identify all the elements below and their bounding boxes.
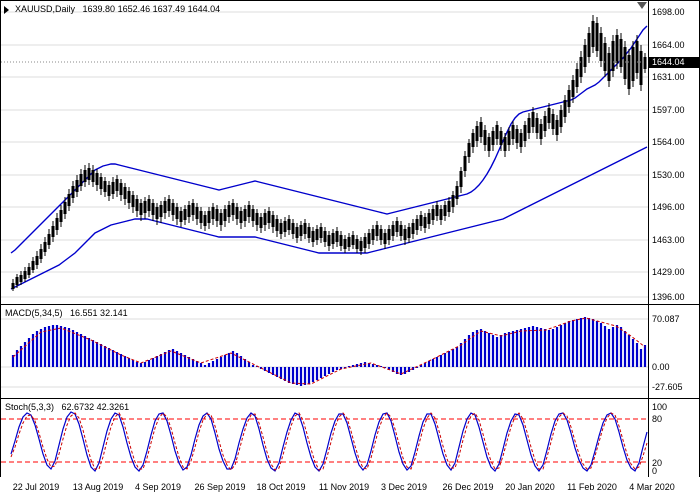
time-tick-7: 26 Dec 2019 <box>442 482 494 492</box>
price-gridlines <box>1 11 649 298</box>
macd-tick-1: 0.00 <box>652 362 670 372</box>
time-tick-3: 26 Sep 2019 <box>194 482 246 492</box>
macd-title-label: MACD(5,34,5) <box>5 308 63 318</box>
stoch-plot-area[interactable] <box>1 399 649 477</box>
time-tick-5: 11 Nov 2019 <box>318 482 370 492</box>
stoch-axis: 100 80 20 0 <box>648 399 699 477</box>
bollinger-upper-line <box>10 25 648 254</box>
macd-pane[interactable]: MACD(5,34,5) 16.551 32.141 <box>0 304 700 399</box>
collapse-triangle-icon[interactable] <box>4 6 9 14</box>
price-axis: 1698.00 1664.00 1631.00 1597.00 1564.00 … <box>648 1 699 304</box>
macd-signal-line <box>12 317 646 385</box>
price-tick-6: 1496.00 <box>652 202 685 212</box>
time-tick-1: 13 Aug 2019 <box>72 482 124 492</box>
bollinger-lower-line <box>10 146 648 290</box>
macd-tick-0: 70.087 <box>652 314 680 324</box>
price-plot-area[interactable] <box>1 1 649 304</box>
stoch-pane-header: Stoch(5,3,3) 62.6732 42.3261 <box>5 402 129 412</box>
time-axis: 22 Jul 2019 13 Aug 2019 4 Sep 2019 26 Se… <box>0 477 700 500</box>
stoch-tick-80: 80 <box>652 414 663 424</box>
macd-tick-2: -27.605 <box>652 382 683 392</box>
price-tick-7: 1463.00 <box>652 235 685 245</box>
price-tick-2: 1631.00 <box>652 72 685 82</box>
price-tick-5: 1530.00 <box>652 170 685 180</box>
stoch-values-label: 62.6732 42.3261 <box>61 402 130 412</box>
macd-axis: 70.087 0.00 -27.605 <box>648 305 699 398</box>
time-tick-9: 11 Feb 2020 <box>567 482 617 492</box>
stoch-main-line <box>10 411 648 473</box>
macd-histogram <box>11 317 647 386</box>
price-tick-8: 1429.00 <box>652 267 685 277</box>
price-svg <box>1 11 649 298</box>
macd-plot-area[interactable] <box>1 305 649 398</box>
time-tick-8: 20 Jan 2020 <box>505 482 555 492</box>
price-tick-3: 1597.00 <box>652 105 685 115</box>
stoch-svg <box>1 411 649 473</box>
symbol-timeframe-label: XAUUSD,Daily <box>15 4 76 14</box>
stoch-tick-20: 20 <box>652 458 663 468</box>
time-tick-4: 18 Oct 2019 <box>256 482 306 492</box>
chart-corner-triangle-icon[interactable] <box>637 2 647 9</box>
price-tick-1: 1664.00 <box>652 40 685 50</box>
ohlc-values-label: 1639.80 1652.46 1637.49 1644.04 <box>82 4 221 14</box>
macd-pane-header: MACD(5,34,5) 16.551 32.141 <box>5 308 128 318</box>
stoch-title-label: Stoch(5,3,3) <box>5 402 55 412</box>
stochastic-pane[interactable]: Stoch(5,3,3) 62.6732 42.3261 100 80 20 0 <box>0 398 700 478</box>
price-tick-9: 1396.00 <box>652 292 685 302</box>
macd-svg <box>1 317 649 388</box>
time-tick-6: 3 Dec 2019 <box>380 482 428 492</box>
candlestick-series <box>11 15 647 291</box>
price-pane[interactable]: XAUUSD,Daily 1639.80 1652.46 1637.49 164… <box>0 0 700 305</box>
price-tick-0: 1698.00 <box>652 7 685 17</box>
time-tick-0: 22 Jul 2019 <box>12 482 60 492</box>
macd-values-label: 16.551 32.141 <box>70 308 128 318</box>
time-tick-10: 4 Mar 2020 <box>629 482 675 492</box>
current-price-tag: 1644.04 <box>649 57 699 68</box>
time-tick-2: 4 Sep 2019 <box>134 482 182 492</box>
stoch-tick-100: 100 <box>652 402 668 412</box>
price-pane-header: XAUUSD,Daily 1639.80 1652.46 1637.49 164… <box>15 4 220 14</box>
price-tick-4: 1564.00 <box>652 137 685 147</box>
stoch-signal-line <box>10 412 648 471</box>
stoch-tick-0: 0 <box>652 466 658 476</box>
